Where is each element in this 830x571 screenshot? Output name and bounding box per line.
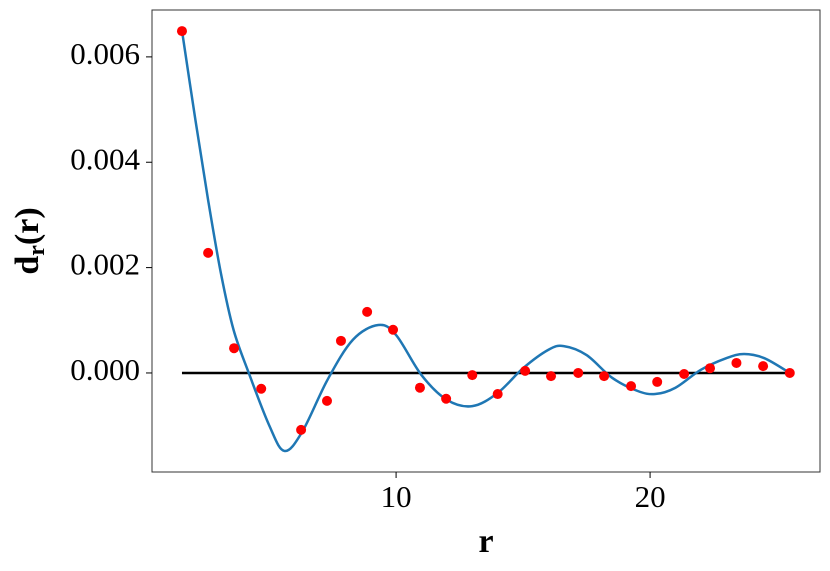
data-point bbox=[296, 424, 307, 435]
data-point bbox=[731, 357, 742, 368]
data-point bbox=[414, 382, 425, 393]
data-point bbox=[229, 343, 240, 354]
x-axis-label: r bbox=[478, 523, 493, 560]
data-point bbox=[520, 365, 531, 376]
data-point bbox=[322, 395, 333, 406]
data-point bbox=[467, 370, 478, 381]
data-point bbox=[705, 363, 716, 374]
plot-frame bbox=[151, 9, 821, 473]
data-point bbox=[388, 324, 399, 335]
y-tick-label: 0.006 bbox=[70, 36, 140, 71]
data-point bbox=[599, 371, 610, 382]
y-axis-label: dr(r) bbox=[9, 207, 50, 274]
data-point bbox=[176, 26, 187, 37]
y-label-rest: (r) bbox=[9, 207, 46, 245]
x-tick-label: 20 bbox=[635, 479, 666, 514]
y-tick-label: 0.000 bbox=[70, 352, 140, 387]
data-point bbox=[203, 247, 214, 258]
data-point bbox=[758, 361, 769, 372]
data-point bbox=[626, 381, 637, 392]
y-tick-label: 0.002 bbox=[70, 247, 140, 282]
data-point bbox=[652, 376, 663, 387]
data-point bbox=[492, 389, 503, 400]
y-label-base: d bbox=[9, 256, 46, 275]
data-point bbox=[546, 371, 557, 382]
data-point bbox=[784, 367, 795, 378]
data-point bbox=[256, 383, 267, 394]
y-label-sub: r bbox=[24, 245, 50, 256]
y-tick-label: 0.004 bbox=[70, 141, 140, 176]
x-tick-label: 10 bbox=[381, 479, 412, 514]
data-point bbox=[679, 369, 690, 380]
fit-curve bbox=[180, 30, 791, 453]
data-point bbox=[573, 367, 584, 378]
data-point bbox=[362, 306, 373, 317]
data-point bbox=[441, 393, 452, 404]
data-point bbox=[335, 335, 346, 346]
